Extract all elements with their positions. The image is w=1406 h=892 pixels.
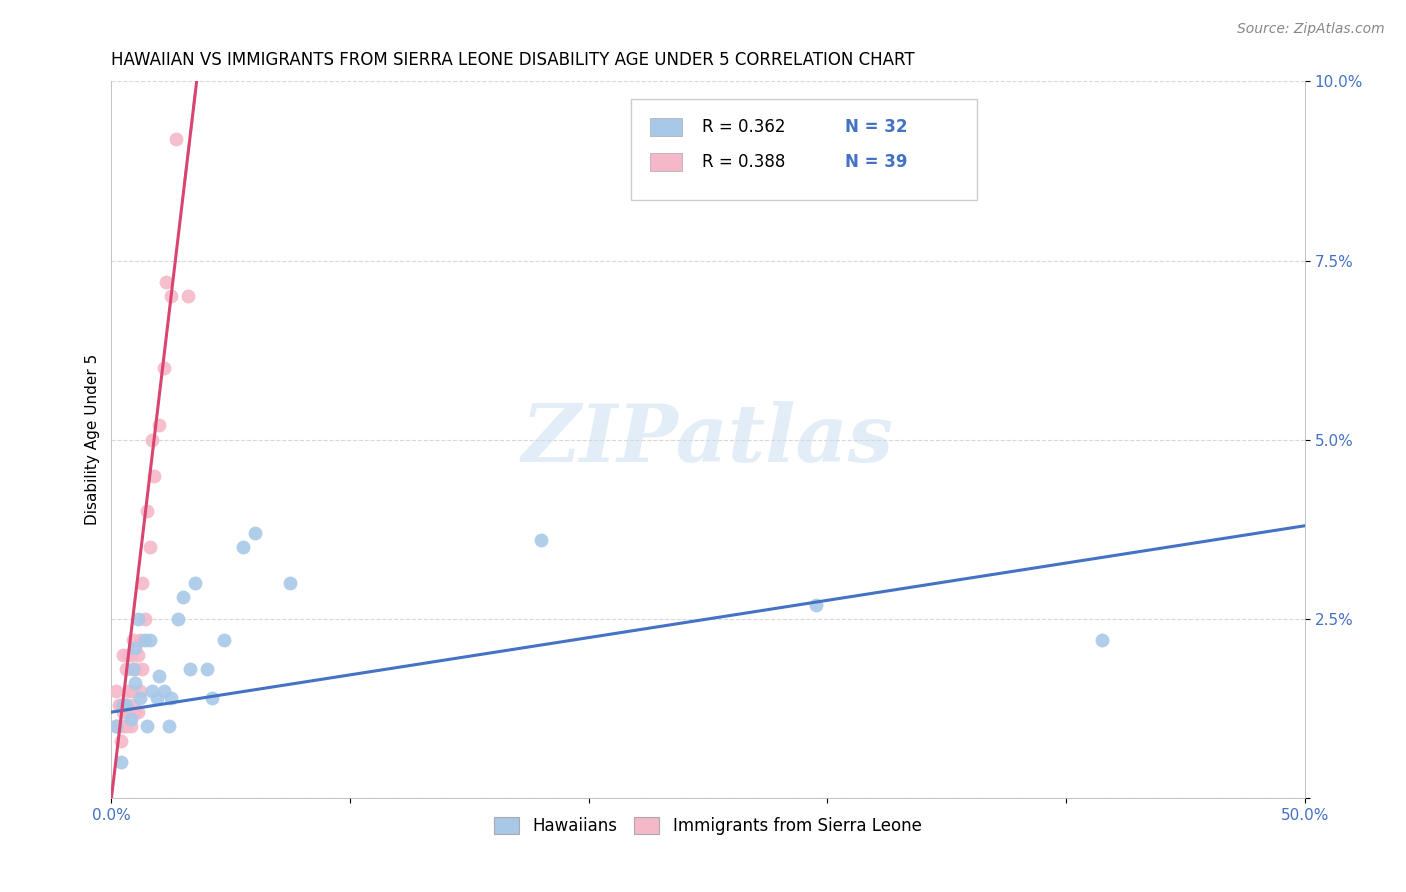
Point [134, 633, 156, 648]
FancyBboxPatch shape [650, 119, 682, 136]
Point [141, 433, 163, 447]
Point [107, 719, 129, 733]
Point [153, 361, 176, 376]
Point [243, 525, 266, 540]
Point [160, 690, 183, 705]
Text: R = 0.388: R = 0.388 [702, 153, 786, 170]
Point [138, 541, 160, 555]
Point [114, 662, 136, 676]
Point [131, 662, 153, 676]
Point [122, 698, 145, 712]
Point [117, 648, 139, 662]
Point [110, 698, 132, 712]
Point [120, 648, 142, 662]
Point [110, 756, 132, 770]
Point [127, 705, 149, 719]
Point [117, 683, 139, 698]
Point [114, 698, 136, 712]
Text: HAWAIIAN VS IMMIGRANTS FROM SIERRA LEONE DISABILITY AGE UNDER 5 CORRELATION CHAR: HAWAIIAN VS IMMIGRANTS FROM SIERRA LEONE… [111, 51, 915, 69]
Point [131, 576, 153, 591]
Point [184, 576, 207, 591]
Point [129, 690, 152, 705]
Point [114, 698, 136, 712]
Text: N = 39: N = 39 [845, 153, 908, 170]
Point [148, 669, 170, 683]
Point [143, 468, 166, 483]
Point [153, 683, 176, 698]
Point [195, 662, 218, 676]
Point [112, 705, 135, 719]
Point [157, 719, 180, 733]
Point [145, 690, 167, 705]
Point [127, 612, 149, 626]
Point [105, 683, 128, 698]
Point [124, 705, 146, 719]
Point [124, 640, 146, 655]
Point [804, 598, 827, 612]
Point [105, 719, 128, 733]
Point [112, 719, 135, 733]
Point [177, 289, 200, 303]
Point [155, 275, 177, 289]
Point [107, 698, 129, 712]
Point [148, 418, 170, 433]
Point [134, 612, 156, 626]
Text: R = 0.362: R = 0.362 [702, 118, 786, 136]
Point [138, 633, 160, 648]
Point [129, 633, 152, 648]
Point [129, 683, 152, 698]
Text: Source: ZipAtlas.com: Source: ZipAtlas.com [1237, 22, 1385, 37]
Point [124, 676, 146, 690]
Point [117, 705, 139, 719]
Point [232, 541, 254, 555]
Point [160, 289, 183, 303]
Point [114, 719, 136, 733]
FancyBboxPatch shape [630, 99, 977, 200]
Legend: Hawaiians, Immigrants from Sierra Leone: Hawaiians, Immigrants from Sierra Leone [486, 809, 929, 844]
Point [212, 633, 235, 648]
Point [1091, 633, 1114, 648]
Point [110, 733, 132, 747]
Text: ZIPatlas: ZIPatlas [522, 401, 894, 478]
Point [112, 648, 135, 662]
Point [120, 683, 142, 698]
Point [127, 648, 149, 662]
Point [179, 662, 201, 676]
Point [124, 662, 146, 676]
Point [136, 719, 159, 733]
Point [167, 612, 190, 626]
Point [120, 719, 142, 733]
Y-axis label: Disability Age Under 5: Disability Age Under 5 [86, 354, 100, 525]
Point [201, 690, 224, 705]
Point [112, 698, 135, 712]
Text: N = 32: N = 32 [845, 118, 908, 136]
Point [122, 633, 145, 648]
Point [141, 683, 163, 698]
Point [122, 662, 145, 676]
Point [530, 533, 553, 547]
Point [172, 591, 194, 605]
Point [120, 712, 142, 726]
FancyBboxPatch shape [650, 153, 682, 171]
Point [105, 719, 128, 733]
Point [165, 131, 187, 145]
Point [136, 504, 159, 518]
Point [280, 576, 302, 591]
